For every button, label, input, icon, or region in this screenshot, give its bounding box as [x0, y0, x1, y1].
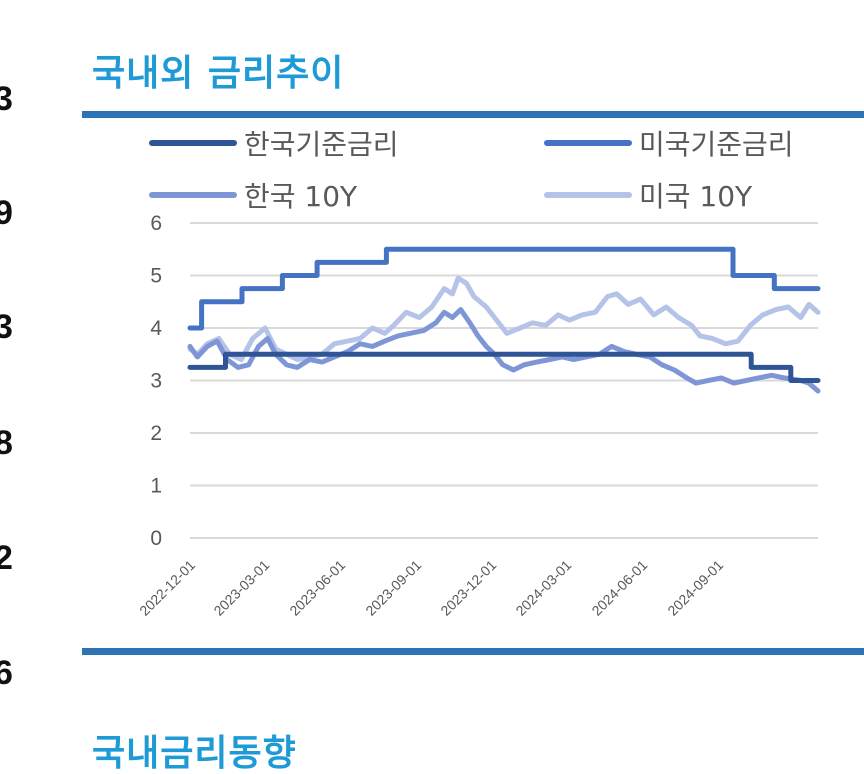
x-tick-label: 2024-03-01 — [512, 557, 574, 619]
section-divider — [82, 111, 864, 118]
x-tick-label: 2023-03-01 — [210, 557, 272, 619]
legend-label: 미국 10Y — [639, 180, 753, 213]
series-line — [187, 351, 821, 383]
y-tick-label: 1 — [150, 475, 162, 498]
series-line — [187, 307, 821, 394]
x-tick-label: 2023-12-01 — [437, 557, 499, 619]
series-line — [187, 246, 821, 331]
x-tick-label: 2023-09-01 — [362, 557, 424, 619]
y-tick-label: 4 — [150, 317, 162, 340]
y-tick-label: 5 — [150, 265, 162, 288]
legend-label: 한국기준금리 — [244, 128, 399, 161]
y-tick-label: 0 — [150, 527, 162, 550]
legend-label: 미국기준금리 — [639, 128, 794, 161]
left-number: 3 — [0, 308, 13, 346]
left-number: 3 — [0, 80, 13, 118]
x-axis-ticks: 2022-12-01 2023-03-01 2023-06-01 2023-09-01… — [136, 557, 726, 619]
x-tick-label: 2022-12-01 — [136, 557, 198, 619]
y-tick-label: 6 — [150, 212, 162, 235]
left-number: 6 — [0, 654, 13, 692]
left-number: 2 — [0, 539, 13, 577]
section-title: 국내금리동향 — [92, 733, 297, 774]
section-divider — [82, 648, 864, 655]
chart-series — [187, 246, 821, 394]
left-number: 8 — [0, 424, 13, 462]
legend-label: 한국 10Y — [244, 180, 358, 213]
x-tick-label: 2024-09-01 — [664, 557, 726, 619]
y-tick-label: 3 — [150, 370, 162, 393]
left-number-column: 3 9 3 8 2 6 — [0, 0, 40, 764]
y-axis-ticks: 0 1 2 3 4 5 6 — [150, 212, 162, 550]
x-tick-label: 2023-06-01 — [286, 557, 348, 619]
chart-gridlines — [190, 222, 818, 539]
y-tick-label: 2 — [150, 422, 162, 445]
left-number: 9 — [0, 194, 13, 232]
section-title: 국내외 금리추이 — [92, 53, 345, 94]
x-tick-label: 2024-06-01 — [588, 557, 650, 619]
